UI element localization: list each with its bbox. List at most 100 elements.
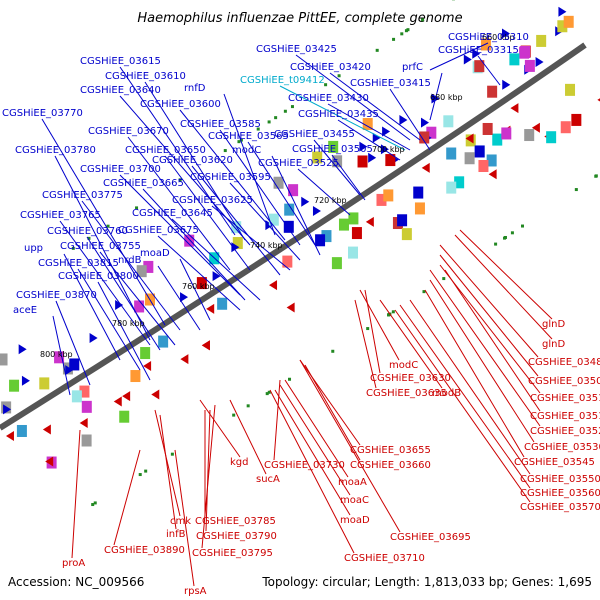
feature-block	[351, 227, 362, 240]
forward-gene-leader	[247, 141, 316, 246]
feature-block	[348, 212, 359, 225]
forward-gene-leader	[229, 182, 301, 261]
reverse-gene-leader	[454, 234, 553, 340]
reverse-gene-leader	[269, 389, 355, 554]
reverse-gene-leader	[459, 229, 553, 320]
reverse-gene-label: CGSHiEE_03630	[370, 373, 451, 384]
feature-block	[331, 257, 342, 270]
tick-dot	[144, 469, 148, 473]
forward-gene-label: CGSHiEE_03315	[438, 45, 519, 56]
tick-dot	[331, 349, 335, 353]
reverse-gene-label: CGSHiEE_03530	[524, 442, 600, 453]
feature-block	[158, 335, 169, 348]
tick-dot	[237, 140, 241, 144]
gene-arrow	[359, 141, 368, 152]
gene-arrow	[212, 271, 221, 282]
reverse-gene-label: CGSHiEE_03485	[528, 357, 600, 368]
gene-arrow	[18, 344, 27, 355]
feature-block	[130, 370, 141, 383]
forward-gene-leader	[164, 155, 251, 271]
feature-block	[546, 131, 557, 144]
accession-label: Accession: NC_009566	[8, 575, 144, 589]
gene-arrow	[365, 216, 374, 227]
reverse-gene-leader	[364, 289, 381, 374]
reverse-gene-leader	[379, 299, 443, 389]
feature-block	[232, 237, 243, 250]
reverse-gene-label: kgd	[230, 457, 249, 468]
forward-gene-label: CGSHiEE_03595	[190, 172, 271, 183]
tick-dot	[135, 206, 139, 210]
reverse-gene-label: sucA	[256, 474, 280, 485]
gene-arrow	[380, 144, 389, 155]
forward-gene-label: CGSHiEE_03565	[208, 131, 289, 142]
forward-gene-label: CGSHiEE_03800	[58, 271, 139, 282]
gene-labels: CGSHiEE_03310 CGSHiEE_03315 CGSHiEE_03425 C…	[2, 32, 600, 597]
feature-block	[474, 145, 485, 158]
feature-block	[362, 118, 373, 131]
feature-block	[414, 202, 425, 215]
tick-dot	[91, 503, 95, 507]
kbp-tick-label: 660 kbp	[482, 33, 515, 42]
tick-dot	[178, 178, 182, 182]
forward-gene-leader	[41, 118, 166, 326]
feature-block	[419, 131, 430, 144]
forward-gene-leader	[219, 129, 301, 246]
forward-gene-leader	[329, 72, 421, 141]
gene-arrow	[535, 56, 544, 67]
reverse-gene-label: rpsA	[184, 586, 207, 597]
forward-gene-leader	[337, 119, 401, 161]
forward-gene-label: CGSHiEE_03700	[80, 164, 161, 175]
forward-gene-leader	[119, 174, 241, 296]
forward-gene-label: CGSHiEE_03430	[288, 93, 369, 104]
feature-block	[231, 221, 242, 234]
tick-dot	[510, 231, 514, 235]
kbp-tick-label: 680 kbp	[430, 93, 463, 102]
reverse-gene-leader	[201, 404, 216, 549]
gene-arrow	[206, 303, 215, 314]
tick-dot	[256, 127, 260, 131]
feature-tracks	[0, 0, 600, 507]
gene-arrow	[65, 365, 74, 376]
forward-gene-leader	[223, 93, 276, 236]
forward-gene-leader	[389, 88, 431, 151]
forward-gene-leader	[191, 165, 281, 276]
feature-block	[69, 358, 80, 371]
forward-gene-leader	[157, 235, 241, 311]
feature-block	[338, 218, 349, 231]
reverse-gene-leader	[429, 279, 535, 443]
forward-gene-leader	[77, 268, 141, 371]
feature-block	[446, 181, 457, 194]
feature-block	[454, 176, 465, 189]
forward-gene-label: CGSHiEE_03420	[290, 62, 371, 73]
gene-arrow	[421, 162, 430, 173]
kbp-tick-label: 800 kbp	[40, 350, 73, 359]
feature-block	[571, 113, 582, 126]
feature-block	[39, 377, 50, 390]
tick-dot	[391, 310, 395, 314]
gene-arrow	[372, 132, 381, 143]
forward-gene-leader	[127, 136, 231, 271]
reverse-gene-label: CGSHiEE_03635	[366, 388, 447, 399]
reverse-gene-leader	[429, 269, 541, 427]
reverse-gene-label: CGSHiEE_03570	[520, 502, 600, 513]
forward-gene-leader	[331, 154, 366, 201]
tick-dot	[594, 174, 598, 178]
feature-block	[134, 300, 145, 313]
feature-block	[509, 53, 520, 66]
feature-block	[426, 126, 437, 139]
forward-gene-label: CGSHiEE_03425	[256, 44, 337, 55]
feature-block	[184, 234, 195, 247]
feature-block	[443, 115, 454, 128]
reverse-gene-leader	[439, 244, 539, 358]
forward-gene-leader	[144, 81, 246, 241]
tick-dot	[406, 28, 410, 32]
kbp-tick-label: 760 kbp	[182, 282, 215, 291]
forward-gene-label: CGSHiEE_03765	[20, 210, 101, 221]
feature-block	[81, 434, 92, 447]
gene-arrow	[558, 6, 567, 17]
reverse-gene-leader	[304, 364, 361, 461]
gene-arrow	[79, 418, 88, 429]
gene-arrow	[399, 114, 408, 125]
reverse-gene-leader	[299, 359, 401, 533]
